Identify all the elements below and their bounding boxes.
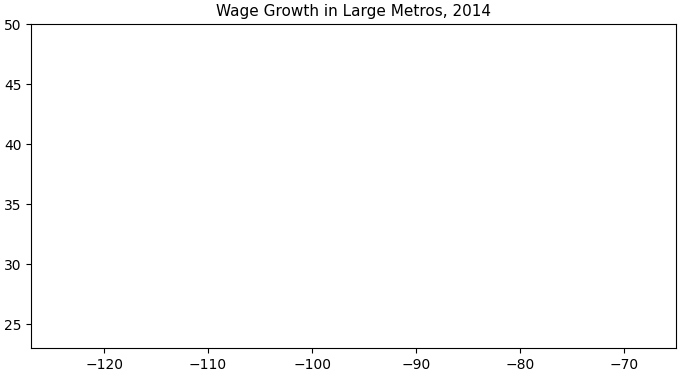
- Title: Wage Growth in Large Metros, 2014: Wage Growth in Large Metros, 2014: [216, 4, 491, 19]
